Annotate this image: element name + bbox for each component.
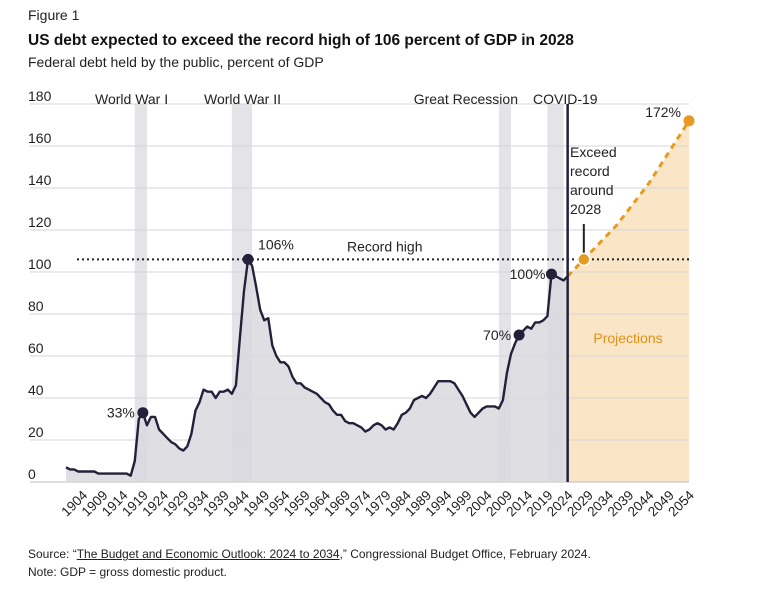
y-tick-label: 80 bbox=[28, 298, 44, 314]
series-lines bbox=[65, 119, 691, 477]
annotation-label: 172% bbox=[645, 104, 681, 120]
source-note: Source: “The Budget and Economic Outlook… bbox=[28, 547, 591, 561]
y-tick-label: 160 bbox=[28, 130, 52, 146]
source-link[interactable]: The Budget and Economic Outlook: 2024 to… bbox=[76, 547, 340, 561]
callout-point bbox=[577, 252, 591, 267]
x-tick-labels: 1904190919141919192419291934193919441949… bbox=[58, 487, 697, 519]
projection-region bbox=[567, 120, 689, 483]
annotation-label: 106% bbox=[258, 236, 294, 252]
projection-area bbox=[567, 120, 689, 483]
annotation-point bbox=[683, 115, 695, 127]
gdp-note: Note: GDP = gross domestic product. bbox=[28, 565, 227, 579]
period-label-world-war-i: World War I bbox=[95, 91, 168, 107]
shade-world-war-i bbox=[134, 104, 147, 482]
period-label-world-war-ii: World War II bbox=[204, 91, 281, 107]
annotation-point bbox=[242, 253, 254, 265]
projection-line bbox=[566, 119, 691, 278]
source-suffix: ,” Congressional Budget Office, February… bbox=[339, 547, 591, 561]
callout-line: record bbox=[570, 163, 610, 179]
figure-label: Figure 1 bbox=[28, 7, 80, 23]
y-tick-label: 40 bbox=[28, 382, 44, 398]
y-tick-label: 60 bbox=[28, 340, 44, 356]
period-labels: World War I World War II Great Recession CO… bbox=[95, 91, 663, 346]
debt-chart: 0 20 40 60 80 100 120 140 160 180 Record high Wor… bbox=[28, 88, 697, 519]
period-label-covid-19: COVID-19 bbox=[533, 91, 598, 107]
y-tick-labels: 0 20 40 60 80 100 120 140 160 180 bbox=[28, 88, 52, 482]
annotation-point bbox=[137, 407, 149, 419]
callout-line: around bbox=[570, 182, 614, 198]
period-label-great-recession: Great Recession bbox=[414, 91, 518, 107]
historical-fill bbox=[66, 259, 568, 482]
annotation-label: 70% bbox=[483, 327, 511, 343]
y-tick-label: 140 bbox=[28, 172, 52, 188]
callout-line: Exceed bbox=[570, 144, 617, 160]
chart-subtitle: Federal debt held by the public, percent… bbox=[28, 54, 324, 70]
y-tick-label: 20 bbox=[28, 424, 44, 440]
historical-area bbox=[66, 259, 568, 482]
annotation-label: 100% bbox=[510, 266, 546, 282]
chart-title: US debt expected to exceed the record hi… bbox=[28, 32, 574, 49]
y-tick-label: 180 bbox=[28, 88, 52, 104]
callout-line: 2028 bbox=[570, 201, 601, 217]
source-prefix: Source: “ bbox=[28, 547, 77, 561]
y-tick-label: 120 bbox=[28, 214, 52, 230]
y-tick-label: 100 bbox=[28, 256, 52, 272]
record-high-label: Record high bbox=[347, 238, 423, 254]
y-tick-label: 0 bbox=[28, 466, 36, 482]
historical-line bbox=[65, 258, 569, 477]
annotations: 33% 106% 70% 100% 172% Exceed record around 2028 bbox=[107, 104, 695, 421]
annotation-point bbox=[545, 268, 557, 280]
annotation-label: 33% bbox=[107, 405, 135, 421]
projections-label: Projections bbox=[593, 330, 662, 346]
annotation-point bbox=[513, 329, 525, 341]
